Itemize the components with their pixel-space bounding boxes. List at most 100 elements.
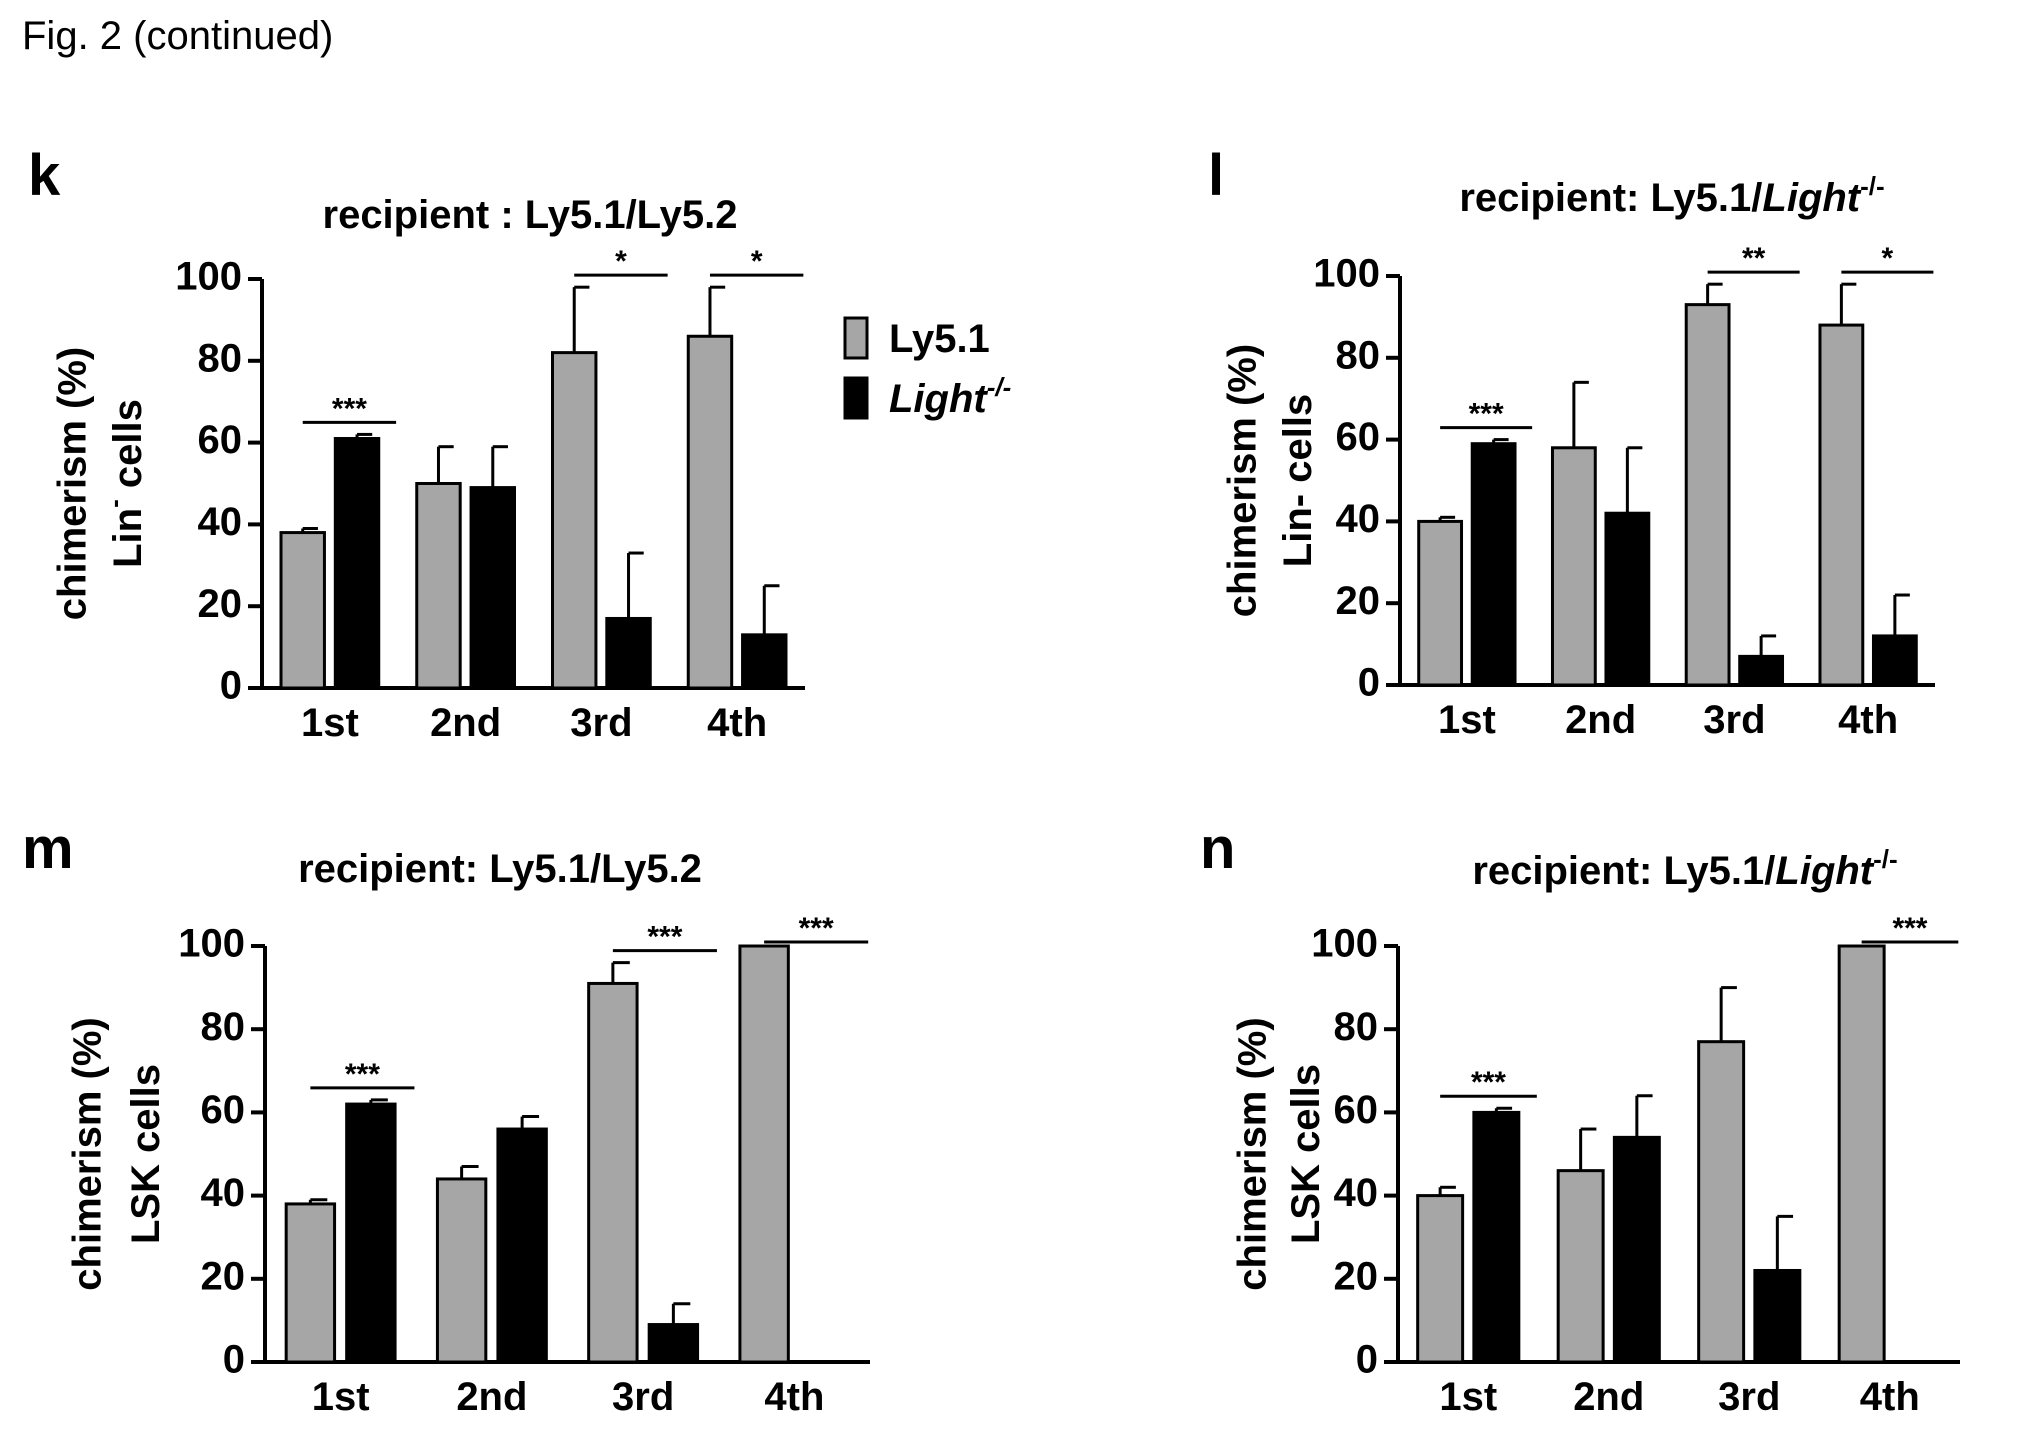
y-tick-label: 60 <box>198 418 243 462</box>
y-tick-label: 60 <box>201 1088 246 1132</box>
x-tick-label: 1st <box>1438 698 1496 742</box>
x-tick-label: 4th <box>764 1375 824 1419</box>
bar-ly51 <box>415 482 462 690</box>
bar-ly51 <box>435 1177 488 1364</box>
y-axis-label: chimerism (%) <box>1231 1017 1275 1290</box>
y-axis-label-line2-text: Lin- cells <box>1276 394 1320 567</box>
x-tick-label: 3rd <box>1718 1375 1780 1419</box>
significance-label: *** <box>345 1058 380 1091</box>
bar-ly51 <box>1697 1040 1746 1364</box>
x-tick-label: 3rd <box>1703 698 1765 742</box>
y-axis-label-line2: Lin- cells <box>1276 394 1320 567</box>
chart-panel-k: k recipient : Ly5.1/Ly5.2 chimerism (%) Lin… <box>28 143 805 745</box>
chart-title-italic: Light <box>1762 176 1861 220</box>
bar-light <box>1612 1135 1661 1364</box>
bar-ly51 <box>1684 303 1731 687</box>
legend-swatch <box>843 316 869 360</box>
chart-title: recipient: Ly5.1/Light-/- <box>1459 171 1884 220</box>
legend-label: Light-/- <box>889 372 1011 421</box>
legend-label-sup: -/- <box>987 372 1012 402</box>
chart-panel-l: l recipient: Ly5.1/Light-/-chimerism (%) L… <box>1208 143 1935 742</box>
y-axis-label: chimerism (%) <box>66 1017 110 1290</box>
bar-light <box>1871 634 1918 687</box>
significance-label: *** <box>1469 398 1504 431</box>
y-axis-label-line2-rest: cells <box>106 399 150 499</box>
y-tick-label: 100 <box>1313 252 1380 296</box>
y-axis-label-line2: Lin- cells <box>99 399 150 568</box>
y-tick-label: 0 <box>1358 661 1380 705</box>
significance-label: *** <box>799 912 834 945</box>
chart-title: recipient: Ly5.1/Light-/- <box>1472 844 1897 893</box>
y-axis-label-line2-text: Lin <box>106 508 150 568</box>
bar-ly51 <box>587 981 639 1364</box>
bar-ly51 <box>284 1202 337 1364</box>
significance-label: *** <box>1892 912 1927 945</box>
significance-label: *** <box>332 392 367 425</box>
bar-light <box>345 1102 397 1364</box>
bar-light <box>1753 1268 1802 1364</box>
bar-ly51 <box>1556 1169 1605 1364</box>
y-tick-label: 0 <box>223 1338 245 1382</box>
x-tick-label: 2nd <box>430 701 501 745</box>
chart-panel-m: m recipient: Ly5.1/Ly5.2 chimerism (%) LSK … <box>22 816 870 1419</box>
x-tick-label: 1st <box>1439 1375 1497 1419</box>
chart-title-text: recipient : Ly5.1/Ly5.2 <box>323 193 738 237</box>
bar-ly51 <box>1417 519 1464 687</box>
x-tick-label: 2nd <box>1565 698 1636 742</box>
y-axis-label-line2: LSK cells <box>1284 1064 1328 1244</box>
y-tick-label: 60 <box>1336 415 1381 459</box>
y-tick-label: 40 <box>201 1171 246 1215</box>
x-tick-label: 2nd <box>1573 1375 1644 1419</box>
bar-ly51 <box>551 351 598 690</box>
bar-light <box>496 1127 548 1364</box>
significance-label: * <box>751 245 763 278</box>
bar-ly51 <box>1416 1194 1465 1364</box>
legend: Ly5.1 Light-/- <box>843 316 1011 421</box>
chart-title-text: recipient: Ly5.1/ <box>1459 176 1762 220</box>
y-tick-label: 0 <box>220 664 242 708</box>
legend-label-text: Light <box>889 377 988 421</box>
significance-label: ** <box>1742 242 1766 275</box>
y-tick-label: 20 <box>201 1254 246 1298</box>
significance-label: * <box>1882 242 1894 275</box>
chart-title-sup: -/- <box>1860 171 1885 201</box>
y-tick-label: 40 <box>1334 1171 1379 1215</box>
y-tick-label: 40 <box>1336 497 1381 541</box>
y-tick-label: 100 <box>178 922 245 966</box>
x-tick-label: 2nd <box>456 1375 527 1419</box>
bar-light <box>469 486 516 690</box>
legend-swatch <box>843 376 869 420</box>
bar-ly51 <box>738 944 790 1364</box>
chart-title-text: recipient: Ly5.1/ <box>1472 849 1775 893</box>
y-axis-label: chimerism (%) <box>1221 344 1265 617</box>
chart-title: recipient: Ly5.1/Ly5.2 <box>298 847 702 891</box>
legend-label-text: Ly5.1 <box>889 317 990 361</box>
bar-light <box>647 1323 700 1364</box>
bar-ly51 <box>686 334 734 690</box>
panel-letter: l <box>1208 143 1224 208</box>
y-tick-label: 20 <box>198 582 243 626</box>
significance-label: * <box>615 245 627 278</box>
x-tick-label: 4th <box>707 701 767 745</box>
y-tick-label: 80 <box>201 1005 246 1049</box>
y-axis-label-line2-text: LSK cells <box>1284 1064 1328 1244</box>
chart-title: recipient : Ly5.1/Ly5.2 <box>323 193 738 237</box>
bar-light <box>333 437 381 690</box>
bar-light <box>605 616 652 690</box>
chart-title-sup: -/- <box>1873 844 1898 874</box>
panel-letter: k <box>28 143 61 208</box>
legend-label: Ly5.1 <box>889 317 990 361</box>
chart-title-italic: Light <box>1775 849 1874 893</box>
x-tick-label: 4th <box>1838 698 1898 742</box>
bar-ly51 <box>279 531 326 690</box>
bar-light <box>741 633 788 690</box>
y-tick-label: 0 <box>1356 1338 1378 1382</box>
bar-ly51 <box>1550 446 1597 687</box>
x-tick-label: 4th <box>1860 1375 1920 1419</box>
significance-label: *** <box>647 921 682 954</box>
y-axis-label-line2: LSK cells <box>124 1064 168 1244</box>
significance-label: *** <box>1471 1066 1506 1099</box>
x-tick-label: 1st <box>312 1375 370 1419</box>
y-tick-label: 80 <box>1336 333 1381 377</box>
